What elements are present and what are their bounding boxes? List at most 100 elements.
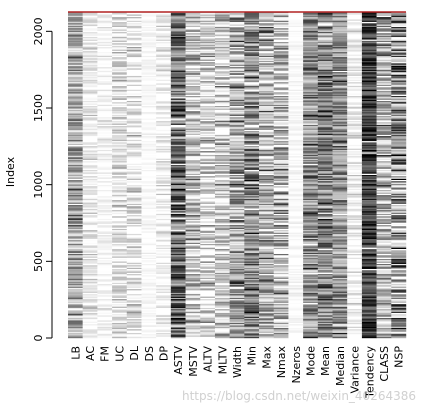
heatmap-cell [332,332,348,335]
heatmap-cell [200,84,216,87]
heatmap-cell [303,59,319,62]
heatmap-cell [332,53,348,55]
heatmap-cell [126,284,142,286]
heatmap-cell [288,23,304,25]
heatmap-cell [82,121,98,123]
heatmap-cell [97,35,113,38]
heatmap-cell [156,269,172,271]
heatmap-cell [185,197,201,200]
heatmap-cell [170,35,186,38]
heatmap-cell [200,119,216,122]
heatmap-cell [112,235,127,237]
heatmap-cell [141,34,157,37]
heatmap-cell [126,295,142,297]
heatmap-cell [214,200,230,202]
heatmap-cell [185,94,201,97]
heatmap-cell [259,64,274,67]
heatmap-cell [244,131,260,133]
heatmap-cell [347,22,363,24]
heatmap-cell [97,72,113,74]
heatmap-cell [126,132,142,134]
heatmap-cell [200,316,216,319]
heatmap-cell [200,226,216,228]
heatmap-cell [259,79,274,82]
heatmap-cell [317,331,333,334]
heatmap-cell [288,78,304,80]
heatmap-cell [214,62,230,64]
heatmap-cell [156,281,172,284]
heatmap-cell [229,163,245,166]
heatmap-cell [156,101,172,103]
heatmap-cell [126,17,142,19]
heatmap-cell [97,198,113,201]
heatmap-cell [156,222,172,225]
heatmap-cell [185,232,201,235]
heatmap-cell [229,101,245,103]
heatmap-cell [141,274,157,276]
heatmap-cell [112,197,127,200]
heatmap-cell [332,32,348,34]
heatmap-cell [200,220,216,222]
heatmap-cell [273,291,289,294]
heatmap-cell [332,72,348,74]
heatmap-cell [185,302,201,305]
heatmap-cell [156,276,172,279]
heatmap-cell [347,55,363,58]
heatmap-cell [112,52,127,54]
heatmap-cell [259,272,274,275]
heatmap-cell [141,144,157,147]
heatmap-cell [185,185,201,187]
heatmap-cell [200,272,216,275]
heatmap-cell [244,142,260,144]
heatmap-cell [288,85,304,88]
heatmap-cell [303,317,319,320]
heatmap-cell [126,48,142,50]
heatmap-cell [68,310,83,312]
heatmap-cell [317,25,333,28]
heatmap-cell [214,202,230,205]
heatmap-cell [82,319,98,321]
heatmap-cell [332,182,348,184]
heatmap-cell [170,30,186,33]
heatmap-cell [68,142,83,144]
heatmap-cell [288,306,304,309]
heatmap-cell [200,236,216,238]
heatmap-cell [82,327,98,330]
heatmap-cell [244,309,260,311]
heatmap-cell [214,151,230,153]
heatmap-cell [185,109,201,112]
heatmap-cell [185,266,201,268]
heatmap-cell [97,153,113,156]
heatmap-cell [229,331,245,334]
heatmap-cell [141,238,157,241]
heatmap-cell [288,187,304,189]
heatmap-cell [156,33,172,35]
heatmap-cell [259,139,274,142]
heatmap-cell [214,152,230,154]
heatmap-cell [82,133,98,136]
heatmap-cell [97,84,113,87]
heatmap-cell [156,218,172,221]
heatmap-cell [82,182,98,184]
heatmap-cell [303,74,319,77]
heatmap-cell [229,166,245,168]
heatmap-cell [200,285,216,287]
heatmap-cell [303,13,319,15]
column-variance [347,12,363,339]
heatmap-cell [229,123,245,126]
heatmap-cell [185,322,201,325]
heatmap-cell [229,119,245,122]
heatmap-cell [126,156,142,158]
heatmap-cell [229,215,245,217]
heatmap-cell [332,69,348,72]
heatmap-cell [259,43,274,45]
heatmap-cell [97,161,113,163]
heatmap-cell [200,307,216,310]
heatmap-cell [200,131,216,133]
heatmap-cell [97,237,113,240]
heatmap-cell [156,291,172,294]
heatmap-cell [156,265,172,267]
heatmap-cell [332,54,348,57]
heatmap-cell [229,114,245,117]
heatmap-cell [317,272,333,275]
